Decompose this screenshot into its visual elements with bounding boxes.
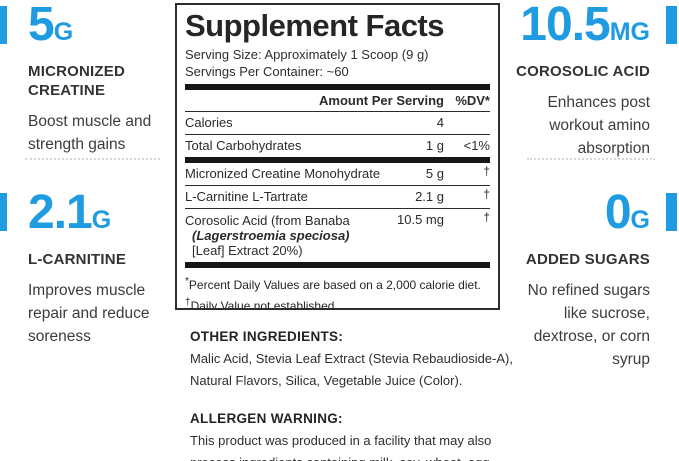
other-ingredients-text: Malic Acid, Stevia Leaf Extract (Stevia … bbox=[190, 351, 513, 388]
feature-micronized-creatine: 5G MICRONIZED CREATINE Boost muscle and … bbox=[28, 1, 163, 156]
row-name: Corosolic Acid (from Banaba (Lagerstroem… bbox=[185, 213, 392, 258]
footnote-dv: *Percent Daily Values are based on a 2,0… bbox=[185, 273, 490, 294]
accent-bar bbox=[0, 193, 7, 231]
allergen-warning-label: ALLERGEN WARNING: bbox=[190, 411, 343, 426]
feature-unit: G bbox=[53, 18, 74, 46]
notes-gap bbox=[190, 392, 535, 410]
row-name: Micronized Creatine Monohydrate bbox=[185, 166, 381, 181]
section-divider bbox=[527, 158, 655, 160]
row-amount: 4 bbox=[436, 115, 444, 130]
row-dv: † bbox=[483, 164, 490, 178]
row-name: L-Carnitine L-Tartrate bbox=[185, 189, 308, 204]
bottom-notes: OTHER INGREDIENTS: Malic Acid, Stevia Le… bbox=[190, 328, 535, 461]
footnote-text: Daily Value not established. bbox=[190, 299, 338, 310]
thick-rule bbox=[185, 157, 490, 163]
feature-unit: MG bbox=[609, 18, 650, 46]
section-divider bbox=[25, 158, 160, 160]
feature-desc: Improves muscle repair and reduce sorene… bbox=[28, 282, 150, 345]
footnote-symbol: * bbox=[185, 276, 189, 287]
feature-value: 10.5MG bbox=[508, 1, 650, 53]
footnote-dagger: †Daily Value not established. bbox=[185, 294, 490, 310]
thick-rule bbox=[185, 262, 490, 268]
row-name: Calories bbox=[185, 115, 233, 130]
row-amount: 1 g bbox=[425, 138, 444, 153]
thick-rule bbox=[185, 84, 490, 90]
table-row-calories: Calories 4 bbox=[185, 111, 490, 134]
footnote-text: Percent Daily Values are based on a 2,00… bbox=[188, 278, 481, 292]
feature-number: 2.1 bbox=[28, 186, 93, 239]
feature-unit: G bbox=[91, 206, 112, 234]
table-row-creatine: Micronized Creatine Monohydrate 5 g † bbox=[185, 163, 490, 185]
feature-desc: Boost muscle and strength gains bbox=[28, 113, 152, 153]
supplement-facts-panel: Supplement Facts Serving Size: Approxima… bbox=[175, 3, 500, 310]
footnote-symbol: † bbox=[185, 297, 191, 308]
accent-bar bbox=[666, 6, 677, 44]
other-ingredients-label: OTHER INGREDIENTS: bbox=[190, 329, 344, 344]
allergen-warning-text: This product was produced in a facility … bbox=[190, 433, 493, 461]
row-name-line2: (Lagerstroemia speciosa) bbox=[192, 228, 350, 243]
row-name-line1: Corosolic Acid (from Banaba bbox=[185, 213, 350, 228]
table-row-total-carbohydrates: Total Carbohydrates 1 g <1% bbox=[185, 134, 490, 157]
panel-title: Supplement Facts bbox=[185, 8, 445, 43]
table-row-corosolic-acid: Corosolic Acid (from Banaba (Lagerstroem… bbox=[185, 208, 490, 262]
row-name: Total Carbohydrates bbox=[185, 138, 302, 153]
row-dv: † bbox=[483, 187, 490, 201]
feature-desc: No refined sugars like sucrose, dextrose… bbox=[527, 282, 650, 368]
feature-name: ADDED SUGARS bbox=[525, 251, 650, 268]
feature-value: 0G bbox=[508, 189, 650, 241]
footnotes: *Percent Daily Values are based on a 2,0… bbox=[185, 268, 490, 310]
feature-number: 10.5 bbox=[520, 0, 610, 51]
row-amount: 2.1 g bbox=[415, 189, 444, 204]
table-row-l-carnitine: L-Carnitine L-Tartrate 2.1 g † bbox=[185, 185, 490, 208]
row-dv: † bbox=[483, 210, 490, 224]
row-name-line3: [Leaf] Extract 20%) bbox=[192, 243, 303, 258]
row-amount: 5 g bbox=[425, 166, 444, 181]
feature-unit: G bbox=[630, 206, 650, 234]
feature-number: 5 bbox=[28, 0, 55, 51]
servings-per-container: Servings Per Container: ~60 bbox=[185, 64, 349, 79]
amount-header: Amount Per Serving bbox=[319, 93, 444, 108]
row-dv bbox=[444, 116, 490, 130]
header-spacer bbox=[185, 94, 319, 108]
feature-added-sugars: 0G ADDED SUGARS No refined sugars like s… bbox=[508, 189, 650, 371]
feature-l-carnitine: 2.1G L-CARNITINE Improves muscle repair … bbox=[28, 189, 163, 348]
serving-size: Serving Size: Approximately 1 Scoop (9 g… bbox=[185, 47, 429, 62]
feature-name: MICRONIZED CREATINE bbox=[28, 63, 125, 99]
table-header: Amount Per Serving %DV* bbox=[185, 90, 490, 111]
feature-desc: Enhances post workout amino absorption bbox=[547, 94, 650, 157]
feature-value: 2.1G bbox=[28, 189, 163, 241]
row-dv: <1% bbox=[463, 138, 490, 153]
accent-bar bbox=[0, 6, 7, 44]
feature-name: L-CARNITINE bbox=[28, 251, 127, 268]
feature-name: COROSOLIC ACID bbox=[516, 63, 650, 80]
dv-header: %DV* bbox=[455, 93, 490, 108]
feature-corosolic-acid: 10.5MG COROSOLIC ACID Enhances post work… bbox=[508, 1, 650, 160]
accent-bar bbox=[666, 193, 677, 231]
row-amount: 10.5 mg bbox=[397, 212, 444, 227]
feature-number: 0 bbox=[604, 186, 632, 239]
feature-value: 5G bbox=[28, 1, 163, 53]
